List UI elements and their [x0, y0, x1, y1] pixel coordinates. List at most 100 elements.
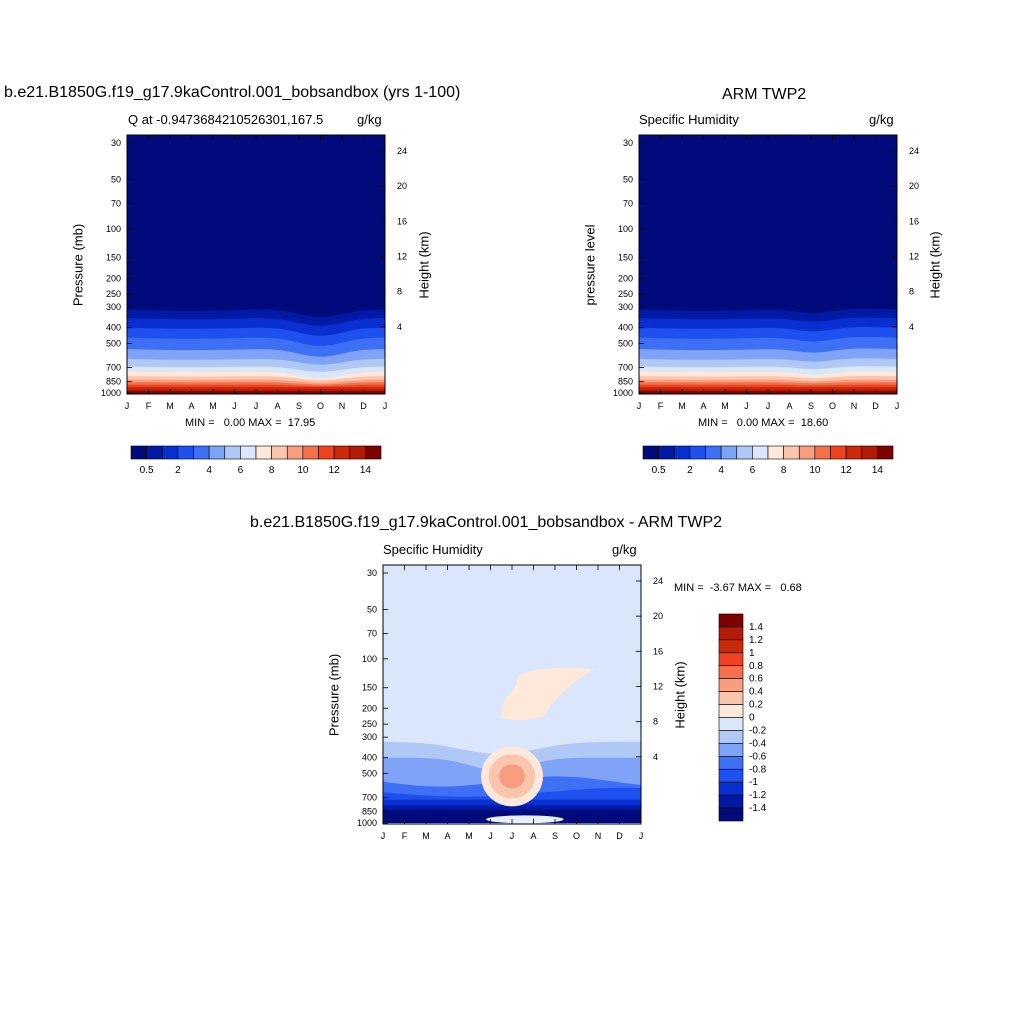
panel2-htick-label: 4: [909, 322, 914, 332]
colorbar2-label: 0.5: [652, 465, 666, 476]
colorbar2-swatch: [814, 445, 831, 460]
panel2-htick-label: 20: [909, 181, 919, 191]
colorbar2-swatch: [845, 445, 863, 460]
colorbar2-swatch: [705, 445, 722, 460]
panel3-htick-label: 20: [653, 611, 663, 621]
panel1-htick-label: 4: [397, 322, 402, 332]
panel3-ytick-label: 30: [367, 568, 377, 578]
panel3-xtick-label: O: [573, 831, 580, 841]
colorbar2-label: 4: [718, 465, 724, 476]
colorbar1-swatch: [271, 445, 288, 460]
panel3-xtick-label: D: [616, 831, 623, 841]
panel2-left-string: Specific Humidity: [639, 112, 739, 127]
panel3-xtick-label: A: [530, 831, 536, 841]
panel3-htick-label: 12: [653, 681, 663, 691]
panel2-ylabel-right: Height (km): [927, 231, 943, 299]
colorbar2-swatch: [752, 445, 769, 460]
panel1-xtick-label: O: [317, 401, 324, 411]
colorbar3-label: 0: [749, 713, 755, 724]
colorbar1-swatch: [349, 445, 366, 460]
colorbar2-swatch: [689, 445, 706, 460]
colorbar1-swatch: [240, 445, 257, 460]
colorbar3-label: -0.2: [749, 725, 767, 736]
positive-region: [501, 667, 595, 721]
contour-fill: [639, 308, 897, 393]
colorbar2-swatch: [830, 445, 847, 460]
panel2-htick-label: 16: [909, 216, 919, 226]
colorbar2-label: 8: [781, 465, 787, 476]
panel1-ytick-label: 1000: [101, 388, 121, 398]
panel2-xtick-label: J: [766, 401, 771, 411]
panel3-right-string: g/kg: [612, 542, 637, 557]
panel3-xtick-label: N: [595, 831, 602, 841]
colorbar1-swatch: [318, 445, 335, 460]
colorbar3-swatch: [718, 691, 744, 705]
panel1-ytick-label: 850: [106, 376, 121, 386]
colorbar2-swatch: [783, 445, 800, 460]
colorbar2-swatch: [861, 445, 878, 460]
panel1-xtick-label: J: [383, 401, 388, 411]
panel3-ytick-label: 200: [362, 703, 377, 713]
panel3-ytick-label: 150: [362, 683, 377, 693]
colorbar1-swatch: [302, 445, 319, 460]
colorbar2-swatch: [673, 445, 691, 460]
panel2-ytick-label: 300: [618, 302, 633, 312]
panel3-xtick-label: M: [465, 831, 473, 841]
panel3-left-string: Specific Humidity: [383, 542, 483, 557]
panel3-ytick-label: 1000: [357, 818, 377, 828]
colorbar1-swatch: [333, 445, 351, 460]
panel2-ytick-label: 150: [618, 253, 633, 263]
panel3-ylabel-left: Pressure (mb): [326, 653, 342, 737]
panel1-htick-label: 8: [397, 287, 402, 297]
panel3-xtick-label: M: [422, 831, 430, 841]
colorbar1-swatch: [224, 445, 241, 460]
colorbar2-label: 14: [872, 465, 884, 476]
panel1-xtick-label: N: [339, 401, 346, 411]
panel3-xtick-label: J: [510, 831, 515, 841]
panel1-ytick-label: 500: [106, 339, 121, 349]
panel2-right-string: g/kg: [869, 112, 894, 127]
colorbar3-label: 1.2: [749, 635, 763, 646]
colorbar2-label: 10: [809, 465, 821, 476]
colorbar3-label: -1: [749, 777, 758, 788]
panel1-xtick-label: A: [274, 401, 280, 411]
panel1-xtick-label: F: [146, 401, 152, 411]
colorbar3-label: -0.8: [749, 764, 767, 775]
panel1-ytick-label: 200: [106, 273, 121, 283]
panel1-right-string: g/kg: [357, 112, 382, 127]
colorbar1-swatch: [177, 445, 194, 460]
panel2-ytick-label: 700: [618, 363, 633, 373]
panel1-htick-label: 12: [397, 251, 407, 261]
panel2-xtick-label: F: [658, 401, 664, 411]
panel3-htick-label: 8: [653, 717, 658, 727]
panel1-htick-label: 24: [397, 146, 407, 156]
colorbar2-label: 2: [687, 465, 693, 476]
panel2-xtick-label: O: [829, 401, 836, 411]
colorbar1-swatch: [208, 445, 226, 460]
colorbar3-label: 0.8: [749, 661, 763, 672]
colorbar3-swatch: [718, 704, 744, 718]
colorbar2-swatch: [736, 445, 753, 460]
colorbar3-label: 0.6: [749, 674, 763, 685]
panel3-htick-label: 24: [653, 576, 663, 586]
panel1-ytick-label: 150: [106, 253, 121, 263]
colorbar3-swatch: [718, 678, 744, 692]
panel1-xtick-label: S: [296, 401, 302, 411]
panel1-xtick-label: M: [166, 401, 174, 411]
panel2-xtick-label: M: [721, 401, 729, 411]
colorbar3-swatch: [718, 794, 744, 809]
panel3-ytick-label: 70: [367, 628, 377, 638]
panel3-ytick-label: 250: [362, 719, 377, 729]
panel2-minmax: MIN = 0.00 MAX = 18.60: [698, 417, 829, 429]
colorbar3-swatch: [718, 756, 744, 770]
panel2-xtick-label: N: [851, 401, 858, 411]
panel3-xtick-label: A: [444, 831, 450, 841]
colorbar3-label: 1.4: [749, 622, 763, 633]
panel2-ytick-label: 50: [623, 174, 633, 184]
panel2-xtick-label: A: [700, 401, 706, 411]
panel1-minmax: MIN = 0.00 MAX = 17.95: [185, 417, 316, 429]
colorbar3-label: -1.4: [749, 803, 767, 814]
colorbar2-swatch: [642, 445, 659, 460]
panel1-ytick-label: 50: [111, 174, 121, 184]
colorbar2-label: 6: [750, 465, 756, 476]
